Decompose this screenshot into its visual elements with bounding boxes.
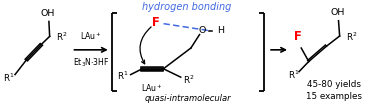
Text: F: F	[294, 30, 301, 43]
Text: F: F	[152, 16, 160, 29]
Text: R$^2$: R$^2$	[345, 30, 357, 43]
Text: Et$_3$N$\cdot$3HF: Et$_3$N$\cdot$3HF	[73, 56, 109, 69]
Text: OH: OH	[40, 9, 55, 18]
Text: R$^1$: R$^1$	[3, 72, 14, 84]
Text: quasi-intramolecular: quasi-intramolecular	[144, 94, 231, 103]
Text: R$^1$: R$^1$	[288, 68, 299, 81]
Text: 45-80 yields
15 examples: 45-80 yields 15 examples	[306, 80, 362, 101]
Text: LAu$^+$: LAu$^+$	[80, 30, 102, 42]
Text: LAu$^+$: LAu$^+$	[141, 82, 163, 94]
Text: hydrogen bonding: hydrogen bonding	[143, 2, 232, 12]
Text: O: O	[198, 26, 206, 35]
Text: H: H	[217, 26, 224, 35]
Text: R$^2$: R$^2$	[183, 74, 195, 86]
Text: OH: OH	[330, 8, 345, 17]
Text: R$^1$: R$^1$	[116, 70, 128, 82]
Text: R$^2$: R$^2$	[56, 30, 67, 43]
